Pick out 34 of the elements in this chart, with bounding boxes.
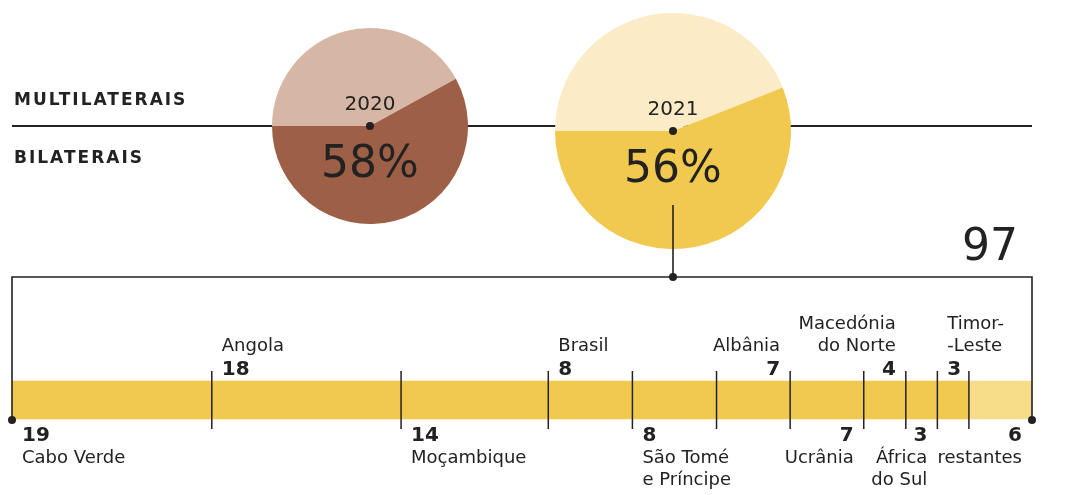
series-label: Moçambique	[411, 446, 527, 467]
bar	[968, 380, 1032, 420]
data-label: 58%	[321, 136, 419, 188]
data-label: 18	[221, 356, 250, 380]
series-label: Macedónia do Norte	[798, 312, 896, 355]
data-label: 8	[558, 356, 573, 380]
data-label: 3	[913, 422, 928, 446]
data-label: 14	[411, 422, 439, 446]
bar	[789, 380, 865, 420]
series-label: Brasil	[558, 334, 609, 355]
text: BILATERAIS	[14, 147, 144, 167]
series-label: Angola	[221, 334, 284, 355]
text: MULTILATERAIS	[14, 89, 188, 109]
series-label: Cabo Verde	[22, 446, 126, 467]
data-label: 7	[839, 422, 854, 446]
series-label: Ucrânia	[784, 446, 854, 467]
data-label: 3	[947, 356, 962, 380]
series-label: África do Sul	[871, 446, 928, 489]
series-label: Albânia	[712, 334, 781, 355]
series-label: restantes	[937, 446, 1022, 467]
bar	[12, 380, 213, 420]
total-label: 97	[962, 219, 1018, 270]
data-label: 56%	[624, 141, 722, 193]
data-label: 19	[22, 422, 50, 446]
bar	[211, 380, 402, 420]
data-label: 7	[766, 356, 781, 380]
data-label: 6	[1008, 422, 1022, 446]
data-label: 4	[881, 356, 896, 380]
series-label: Timor- -Leste	[946, 312, 1005, 355]
series-label: São Tomé e Príncipe	[642, 446, 731, 489]
data-label: 8	[642, 422, 657, 446]
bar	[863, 380, 907, 420]
text: 2020	[344, 91, 396, 115]
text: 2021	[647, 96, 699, 120]
